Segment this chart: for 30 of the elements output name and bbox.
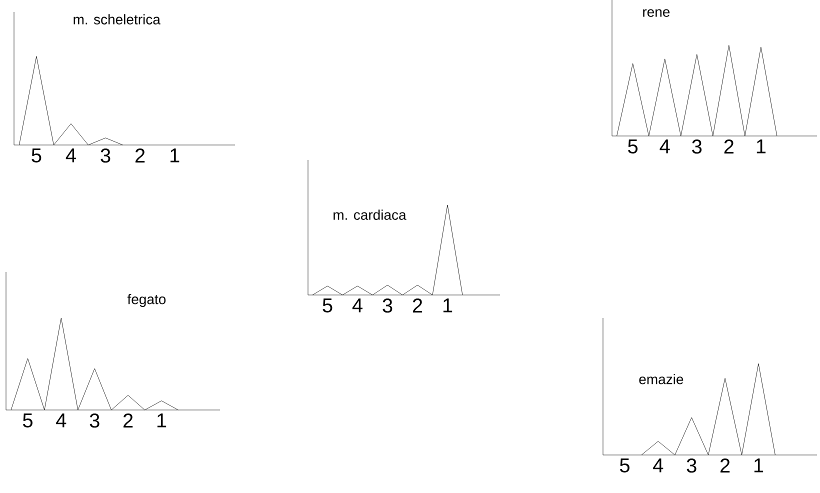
x-tick-label: 4 (56, 414, 66, 428)
x-tick-label: 4 (653, 458, 664, 472)
x-tick-label: 5 (22, 414, 32, 428)
x-tick-label: 1 (170, 148, 180, 162)
x-tick-label: 3 (382, 298, 392, 313)
x-tick-label: 3 (686, 458, 696, 473)
x-tick-label: 2 (724, 140, 734, 154)
chart-title: fegato (127, 294, 166, 308)
x-tick-label: 1 (443, 298, 452, 312)
chart-title: m. cardiaca (334, 210, 406, 220)
x-tick-label: 3 (692, 140, 702, 154)
x-tick-label: 3 (90, 414, 100, 428)
chart-title: rene (643, 9, 670, 17)
x-tick-label: 1 (756, 140, 766, 154)
x-tick-label: 5 (628, 140, 638, 154)
x-tick-label: 5 (620, 458, 630, 472)
chart-title: m. scheletrica (74, 14, 160, 24)
x-tick-label: 3 (100, 148, 110, 163)
x-tick-label: 2 (412, 298, 422, 312)
x-tick-label: 5 (322, 298, 332, 312)
text: emazie (639, 374, 684, 384)
x-tick-label: 5 (32, 148, 42, 162)
x-tick-label: 1 (754, 458, 764, 472)
x-tick-label: 4 (660, 140, 670, 154)
x-tick-label: 4 (352, 298, 362, 312)
x-tick-label: 2 (135, 148, 145, 162)
x-tick-label: 4 (66, 148, 76, 162)
x-tick-label: 1 (157, 414, 166, 428)
x-tick-label: 2 (124, 414, 133, 428)
x-tick-label: 2 (720, 458, 730, 472)
